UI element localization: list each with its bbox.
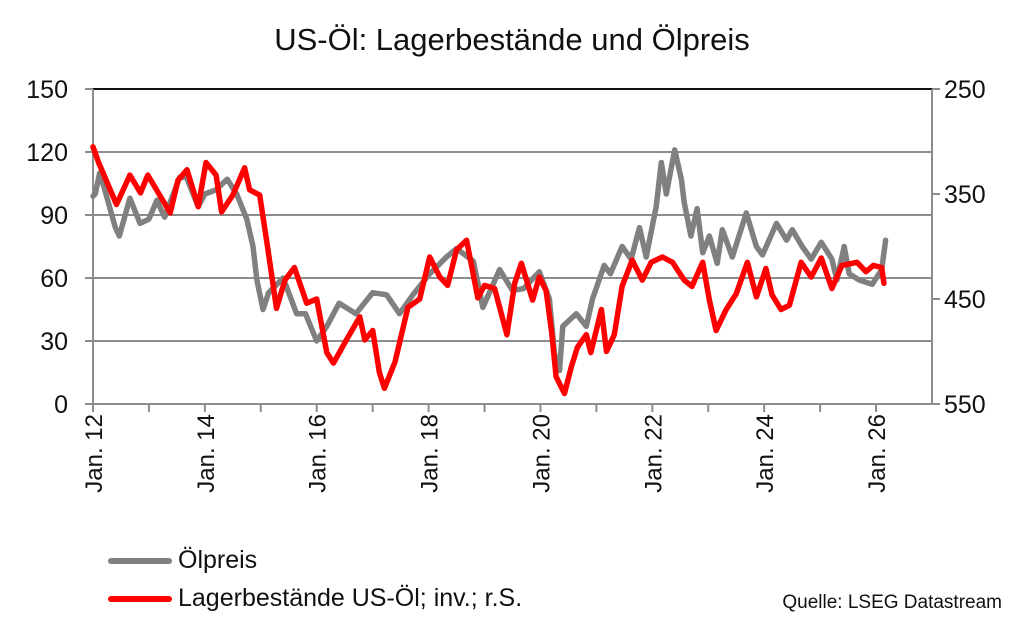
x-tick-label: Jan. 24 (752, 414, 779, 493)
y-tick-label-left: 30 (40, 328, 68, 356)
legend-item-oelpreis: Ölpreis (108, 546, 257, 575)
y-tick-label-right: 250 (944, 76, 986, 104)
tick-labels: 0 30 60 90 120 150 250 350 450 550 Jan. 12 Jan. 14 J… (26, 76, 985, 493)
source-note: Quelle: LSEG Datastream (782, 592, 1002, 613)
x-tick-label: Jan. 12 (81, 414, 108, 493)
legend-item-lagerbestaende: Lagerbestände US-Öl; inv.; r.S. (108, 584, 522, 613)
chart-title: US-Öl: Lagerbestände und Ölpreis (274, 22, 750, 57)
legend-swatch-gray (108, 557, 172, 564)
series-line-lagerbestaende (90, 144, 887, 397)
series-line-oelpreis (90, 147, 889, 374)
x-tick-label: Jan. 16 (305, 414, 332, 493)
y-tick-label-right: 450 (944, 286, 986, 314)
y-tick-label-left: 90 (40, 202, 68, 230)
x-tick-label: Jan. 22 (640, 414, 667, 493)
legend-label: Lagerbestände US-Öl; inv.; r.S. (178, 584, 523, 612)
x-tick-label: Jan. 20 (528, 414, 555, 493)
y-tick-label-left: 150 (26, 76, 68, 104)
y-tick-label-left: 60 (40, 265, 68, 293)
series-lines (90, 144, 889, 397)
legend-label: Ölpreis (178, 546, 258, 574)
y-tick-label-left: 0 (54, 391, 68, 419)
y-tick-label-right: 550 (944, 391, 986, 419)
x-tick-label: Jan. 26 (864, 414, 891, 493)
y-tick-label-right: 350 (944, 181, 986, 209)
x-tick-label: Jan. 14 (193, 414, 220, 493)
y-tick-label-left: 120 (26, 139, 68, 167)
x-tick-label: Jan. 18 (417, 414, 444, 493)
gridlines (93, 88, 932, 342)
axes (85, 88, 940, 412)
legend-swatch-red (108, 595, 172, 602)
